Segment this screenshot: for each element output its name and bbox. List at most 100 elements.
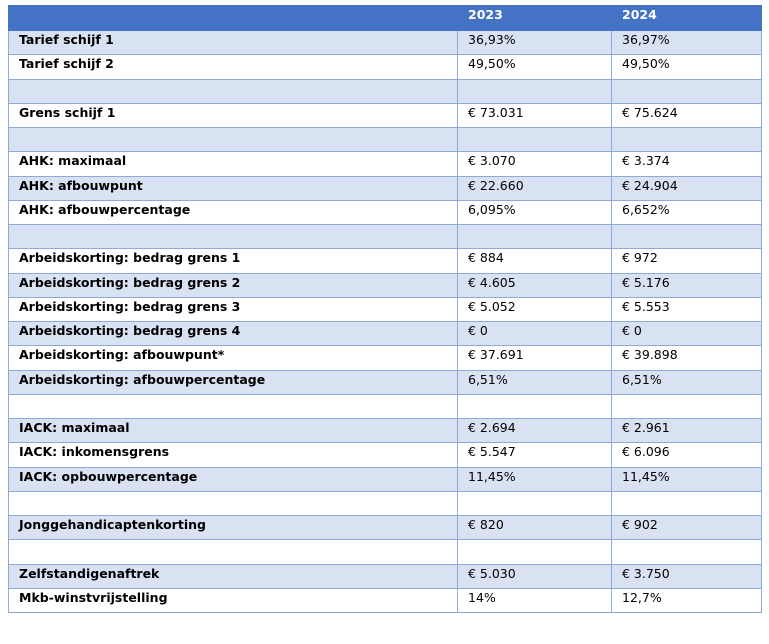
- value-cell: € 75.624: [611, 102, 762, 129]
- value-cell: 6,652%: [611, 199, 762, 226]
- row-label: Zelfstandigenaftrek: [8, 563, 458, 589]
- row-label: IACK: inkomensgrens: [8, 442, 458, 468]
- value-cell: 36,97%: [611, 29, 762, 56]
- row-label: [8, 539, 458, 565]
- row-label: AHK: afbouwpercentage: [8, 199, 458, 226]
- value-cell: [457, 539, 612, 565]
- table-row: Arbeidskorting: bedrag grens 4 € 0 € 0: [8, 320, 762, 347]
- table-row: [8, 490, 762, 517]
- value-cell: [457, 78, 612, 104]
- value-cell: 49,50%: [611, 54, 762, 80]
- table-row: Jonggehandicaptenkorting € 820 € 902: [8, 514, 762, 541]
- row-label: [8, 78, 458, 104]
- value-cell: [611, 126, 762, 153]
- value-cell: € 3.070: [457, 151, 612, 177]
- value-cell: 12,7%: [611, 587, 762, 614]
- value-cell: € 5.553: [611, 296, 762, 323]
- table-row: Arbeidskorting: bedrag grens 1 € 884 € 972: [8, 248, 762, 274]
- value-cell: 11,45%: [611, 466, 762, 492]
- value-cell: 6,51%: [611, 369, 762, 395]
- row-label: Grens schijf 1: [8, 102, 458, 129]
- value-cell: [611, 490, 762, 517]
- table-row: Arbeidskorting: bedrag grens 2 € 4.605 € 5…: [8, 272, 762, 298]
- table-row: IACK: opbouwpercentage 11,45% 11,45%: [8, 466, 762, 492]
- table-row: Tarief schijf 1 36,93% 36,97%: [8, 29, 762, 56]
- table-row: Mkb-winstvrijstelling 14% 12,7%: [8, 587, 762, 614]
- value-cell: [457, 393, 612, 420]
- value-cell: € 884: [457, 248, 612, 274]
- value-cell: € 37.691: [457, 345, 612, 371]
- value-cell: 11,45%: [457, 466, 612, 492]
- value-cell: [457, 223, 612, 250]
- tax-table: 2023 2024 Tarief schijf 1 36,93% 36,97% Tari…: [8, 5, 762, 614]
- value-cell: € 0: [457, 320, 612, 347]
- value-cell: € 2.694: [457, 417, 612, 444]
- value-cell: 6,095%: [457, 199, 612, 226]
- row-label: IACK: maximaal: [8, 417, 458, 444]
- table-body: Tarief schijf 1 36,93% 36,97% Tarief schijf…: [8, 29, 762, 614]
- value-cell: [611, 223, 762, 250]
- value-cell: 6,51%: [457, 369, 612, 395]
- row-label: IACK: opbouwpercentage: [8, 466, 458, 492]
- row-label: Tarief schijf 1: [8, 29, 458, 56]
- row-label: AHK: maximaal: [8, 151, 458, 177]
- table-row: Arbeidskorting: bedrag grens 3 € 5.052 € 5…: [8, 296, 762, 323]
- table-row: [8, 126, 762, 153]
- table-row: Zelfstandigenaftrek € 5.030 € 3.750: [8, 563, 762, 589]
- value-cell: € 22.660: [457, 175, 612, 201]
- table-row: AHK: afbouwpunt € 22.660 € 24.904: [8, 175, 762, 201]
- row-label: Arbeidskorting: bedrag grens 3: [8, 296, 458, 323]
- value-cell: € 24.904: [611, 175, 762, 201]
- value-cell: 49,50%: [457, 54, 612, 80]
- value-cell: 36,93%: [457, 29, 612, 56]
- row-label: Arbeidskorting: bedrag grens 2: [8, 272, 458, 298]
- value-cell: € 5.176: [611, 272, 762, 298]
- table-row: Arbeidskorting: afbouwpunt* € 37.691 € 39.…: [8, 345, 762, 371]
- row-label: Jonggehandicaptenkorting: [8, 514, 458, 541]
- row-label: AHK: afbouwpunt: [8, 175, 458, 201]
- value-cell: [611, 539, 762, 565]
- table-row: [8, 393, 762, 420]
- value-cell: € 902: [611, 514, 762, 541]
- table-row: Tarief schijf 2 49,50% 49,50%: [8, 54, 762, 80]
- table-row: [8, 223, 762, 250]
- row-label: Tarief schijf 2: [8, 54, 458, 80]
- row-label: [8, 490, 458, 517]
- row-label: [8, 126, 458, 153]
- table-row: Arbeidskorting: afbouwpercentage 6,51% 6,5…: [8, 369, 762, 395]
- row-label: Arbeidskorting: afbouwpunt*: [8, 345, 458, 371]
- table-row: AHK: afbouwpercentage 6,095% 6,652%: [8, 199, 762, 226]
- row-label: Arbeidskorting: afbouwpercentage: [8, 369, 458, 395]
- table-row: IACK: maximaal € 2.694 € 2.961: [8, 417, 762, 444]
- row-label: Mkb-winstvrijstelling: [8, 587, 458, 614]
- value-cell: [611, 393, 762, 420]
- value-cell: € 3.750: [611, 563, 762, 589]
- value-cell: € 3.374: [611, 151, 762, 177]
- header-cell: [8, 5, 458, 31]
- row-label: [8, 393, 458, 420]
- value-cell: € 6.096: [611, 442, 762, 468]
- value-cell: [457, 126, 612, 153]
- value-cell: € 820: [457, 514, 612, 541]
- table-row: AHK: maximaal € 3.070 € 3.374: [8, 151, 762, 177]
- table-row: [8, 78, 762, 104]
- header-cell: 2023: [457, 5, 612, 31]
- value-cell: € 972: [611, 248, 762, 274]
- row-label: [8, 223, 458, 250]
- value-cell: € 2.961: [611, 417, 762, 444]
- value-cell: € 4.605: [457, 272, 612, 298]
- value-cell: € 73.031: [457, 102, 612, 129]
- value-cell: € 5.052: [457, 296, 612, 323]
- value-cell: [611, 78, 762, 104]
- value-cell: € 5.547: [457, 442, 612, 468]
- table-row: Grens schijf 1 € 73.031 € 75.624: [8, 102, 762, 129]
- row-label: Arbeidskorting: bedrag grens 1: [8, 248, 458, 274]
- value-cell: [457, 490, 612, 517]
- value-cell: € 39.898: [611, 345, 762, 371]
- value-cell: € 0: [611, 320, 762, 347]
- value-cell: 14%: [457, 587, 612, 614]
- row-label: Arbeidskorting: bedrag grens 4: [8, 320, 458, 347]
- table-row: IACK: inkomensgrens € 5.547 € 6.096: [8, 442, 762, 468]
- table-row: [8, 539, 762, 565]
